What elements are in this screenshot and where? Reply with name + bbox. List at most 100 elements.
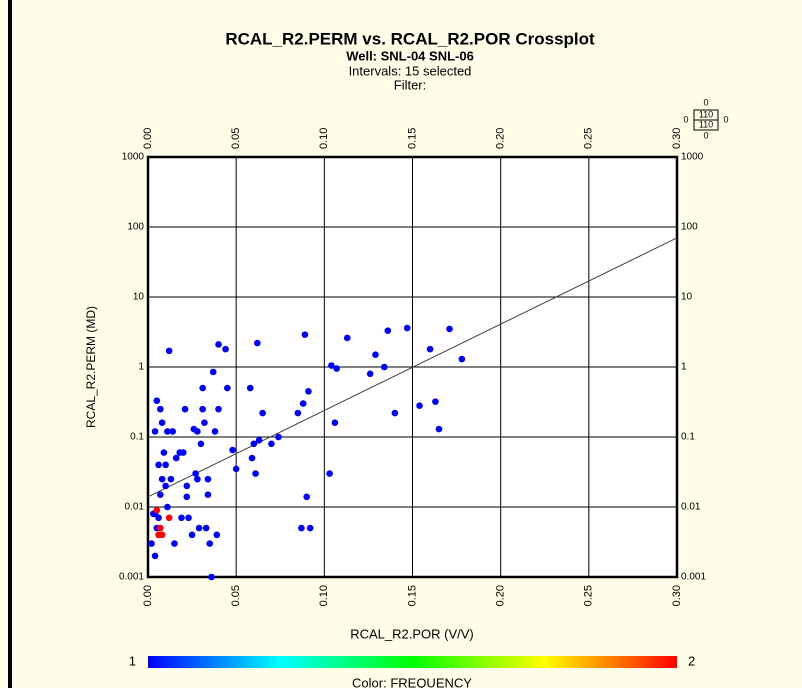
point — [250, 440, 258, 448]
point — [306, 524, 314, 532]
point — [155, 461, 162, 469]
point — [183, 493, 191, 501]
y-tick-label-right: 1 — [681, 362, 687, 373]
x-tick-label-top: 0.25 — [583, 128, 595, 149]
point — [208, 573, 215, 581]
plot-frame — [146, 155, 679, 579]
point — [194, 475, 201, 483]
point — [178, 514, 185, 522]
point — [380, 363, 388, 371]
y-tick-label-right: 0.01 — [681, 502, 701, 513]
point — [157, 405, 164, 413]
point — [232, 465, 240, 473]
point — [248, 454, 256, 462]
point — [171, 540, 178, 547]
y-tick-label: 1 — [138, 362, 144, 373]
y-tick-label-right: 0.001 — [681, 572, 706, 583]
point — [222, 345, 229, 353]
point — [298, 524, 305, 532]
trend-line — [147, 237, 678, 498]
scale-box-right: 0 — [723, 114, 728, 124]
point — [188, 531, 196, 539]
point — [333, 365, 340, 372]
point — [157, 491, 164, 498]
y-tick-label-right: 1000 — [681, 152, 704, 163]
point — [204, 491, 212, 498]
point — [366, 370, 374, 378]
point — [229, 446, 236, 454]
point — [157, 524, 164, 532]
point — [435, 425, 443, 433]
point — [197, 440, 205, 448]
point — [259, 409, 266, 417]
scale-box-left: 0 — [683, 114, 688, 124]
point — [372, 351, 379, 358]
y-tick-label-right: 100 — [681, 222, 698, 233]
x-tick-label-bottom: 0.20 — [495, 585, 507, 606]
subtitle: Well: SNL-04 SNL-06 — [346, 48, 474, 63]
point — [343, 334, 351, 342]
x-tick-label-top: 0.30 — [671, 128, 683, 149]
point — [201, 419, 208, 427]
point — [169, 428, 176, 435]
y-tick-label: 0.1 — [130, 432, 144, 443]
point — [153, 506, 161, 514]
y-tick-label-right: 0.1 — [681, 432, 695, 443]
point — [255, 436, 263, 444]
point — [162, 461, 169, 469]
colorbar — [148, 656, 677, 668]
point — [153, 397, 161, 405]
point — [211, 428, 219, 435]
point — [164, 428, 171, 435]
y-tick-label: 10 — [133, 292, 145, 303]
point — [446, 325, 453, 333]
point — [305, 387, 312, 395]
point — [391, 409, 399, 417]
scale-box-lower: 110 — [699, 119, 713, 129]
x-tick-label-bottom: 0.25 — [583, 585, 595, 606]
point — [192, 470, 199, 477]
point — [185, 514, 192, 522]
x-tick-label-top: 0.05 — [230, 128, 242, 149]
x-tick-label-top: 0.20 — [495, 128, 507, 149]
scale-box-top: 0 — [703, 97, 708, 107]
point — [162, 482, 169, 490]
point — [426, 345, 434, 353]
point — [158, 531, 166, 539]
y-tick-label: 100 — [127, 222, 144, 233]
y-axis-label: RCAL_R2.PERM (MD) — [84, 306, 98, 428]
point — [326, 470, 333, 477]
point — [204, 475, 212, 483]
point — [160, 449, 168, 456]
x-tick-label-top: 0.00 — [142, 128, 154, 149]
x-axis-label: RCAL_R2.POR (V/V) — [350, 626, 474, 641]
x-tick-label-bottom: 0.05 — [230, 585, 242, 606]
colorbar-min: 1 — [129, 653, 136, 668]
point — [215, 405, 222, 413]
x-tick-label-top: 0.10 — [318, 128, 330, 149]
point — [172, 454, 180, 462]
x-tick-label-bottom: 0.15 — [406, 585, 418, 606]
point — [458, 355, 466, 363]
x-tick-label-bottom: 0.30 — [671, 585, 683, 606]
point — [158, 475, 166, 483]
point — [179, 449, 187, 456]
point — [224, 384, 231, 392]
scale-box: 0 0 110 110 0 0 — [683, 97, 728, 140]
colorbar-max: 2 — [688, 653, 695, 668]
point — [246, 384, 254, 392]
point — [299, 400, 307, 407]
point — [151, 552, 159, 560]
point — [165, 347, 173, 355]
point — [167, 475, 175, 483]
point — [328, 362, 335, 369]
point — [294, 409, 302, 417]
y-tick-label: 0.001 — [119, 572, 144, 583]
point — [275, 433, 282, 441]
point — [151, 428, 159, 435]
point — [254, 339, 261, 347]
colorbar-label: Color: FREQUENCY — [352, 675, 472, 688]
left-border — [8, 0, 12, 688]
point — [301, 331, 309, 338]
